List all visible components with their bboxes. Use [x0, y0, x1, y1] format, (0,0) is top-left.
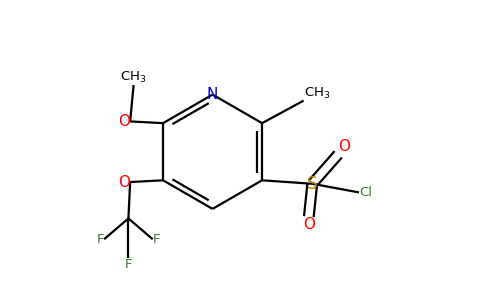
Text: CH$_3$: CH$_3$: [121, 70, 147, 85]
Text: O: O: [118, 175, 130, 190]
Text: N: N: [207, 87, 218, 102]
Text: O: O: [118, 114, 130, 129]
Text: F: F: [152, 233, 160, 246]
Text: F: F: [97, 233, 104, 246]
Text: Cl: Cl: [359, 186, 372, 199]
Text: S: S: [307, 175, 318, 193]
Text: CH$_3$: CH$_3$: [303, 85, 330, 100]
Text: O: O: [303, 217, 315, 232]
Text: O: O: [338, 139, 350, 154]
Text: F: F: [125, 258, 132, 271]
